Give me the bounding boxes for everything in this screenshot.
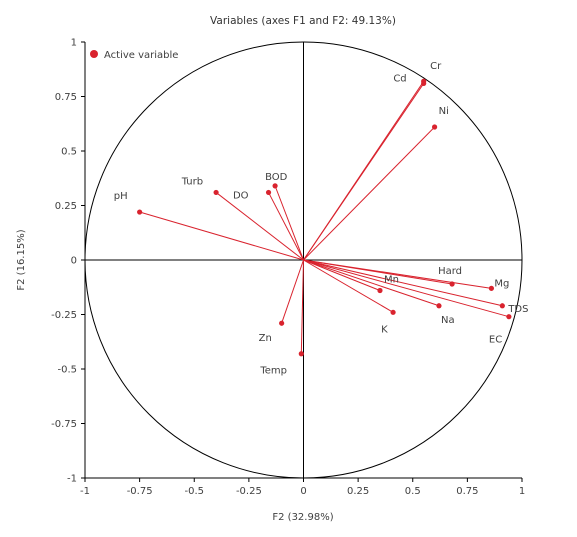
vector-zn — [281, 259, 304, 324]
point-turb — [213, 189, 219, 196]
y-tick-label: -0.5 — [57, 365, 77, 376]
point-bod — [272, 183, 278, 189]
label-cd: Cd — [393, 73, 406, 84]
x-tick-label: 0.5 — [405, 486, 421, 497]
label-ph: pH — [114, 191, 128, 202]
axes-layer: -1 -0.75 -0.5 -0.25 0 0.25 0.5 0.75 1 -1 -0.75 -0.5… — [51, 38, 525, 498]
point-do — [265, 189, 272, 196]
point-k — [390, 309, 396, 315]
label-turb: Turb — [181, 176, 203, 187]
vector-cd — [303, 83, 425, 261]
vector-mn — [303, 259, 381, 291]
point-zn — [279, 320, 285, 326]
y-tick-label: 0 — [71, 256, 77, 267]
point-mg — [488, 285, 495, 291]
label-zn: Zn — [259, 333, 272, 344]
x-tick-label: 0.75 — [456, 486, 478, 497]
y-tick-label: -0.75 — [51, 419, 77, 430]
x-axis-title: F2 (32.98%) — [272, 512, 333, 523]
point-temp — [298, 351, 304, 357]
point-ec — [506, 314, 512, 320]
point-mn — [377, 287, 383, 294]
y-tick-label: 0.25 — [55, 201, 77, 212]
x-tick-label: 0 — [300, 486, 306, 497]
vector-bod — [274, 185, 304, 261]
vector-ec — [303, 259, 510, 318]
point-cd — [421, 80, 427, 87]
y-tick-label: 0.75 — [55, 92, 77, 103]
y-axis-title: F2 (16.15%) — [16, 229, 27, 290]
legend-label: Active variable — [104, 50, 178, 61]
vector-do — [268, 192, 304, 261]
label-mg: Mg — [494, 278, 509, 289]
x-tick-label: -1 — [80, 486, 90, 497]
chart-title: Variables (axes F1 and F2: 49.13%) — [210, 15, 396, 27]
vector-k — [303, 259, 394, 313]
legend: Active variable — [90, 50, 178, 61]
vector-temp — [300, 259, 304, 354]
label-na: Na — [441, 315, 455, 326]
vector-tds — [303, 259, 503, 307]
label-cr: Cr — [430, 61, 442, 72]
point-ph — [137, 209, 143, 215]
y-tick-label: 1 — [71, 38, 77, 49]
point-na — [436, 303, 442, 309]
point-tds — [499, 303, 505, 309]
y-tick-label: 0.5 — [61, 147, 77, 158]
x-tick-label: -0.75 — [127, 486, 153, 497]
vector-na — [303, 259, 440, 307]
x-tick-label: 0.25 — [347, 486, 369, 497]
label-tds: TDS — [507, 304, 528, 315]
label-do: DO — [233, 190, 249, 201]
vector-ph — [139, 211, 304, 261]
y-tick-label: -1 — [67, 474, 77, 485]
marks-layer: Cr Cd Ni BOD DO Turb pH Hard Mg TDS EC Na Mn K Zn Temp — [114, 61, 529, 377]
label-k: K — [381, 324, 388, 335]
x-tick-label: -0.5 — [184, 486, 204, 497]
vector-mg — [303, 259, 492, 289]
label-temp: Temp — [259, 366, 287, 377]
x-tick-label: 1 — [519, 486, 525, 497]
x-tick-label: -0.25 — [236, 486, 262, 497]
vector-ni — [303, 126, 435, 261]
label-hard: Hard — [438, 266, 462, 277]
y-tick-label: -0.25 — [51, 310, 77, 321]
label-ec: EC — [489, 335, 502, 346]
legend-marker — [90, 50, 98, 58]
label-ni: Ni — [439, 106, 449, 117]
vector-turb — [215, 192, 304, 261]
label-bod: BOD — [265, 172, 288, 183]
point-ni — [432, 124, 438, 130]
label-mn: Mn — [384, 275, 399, 286]
